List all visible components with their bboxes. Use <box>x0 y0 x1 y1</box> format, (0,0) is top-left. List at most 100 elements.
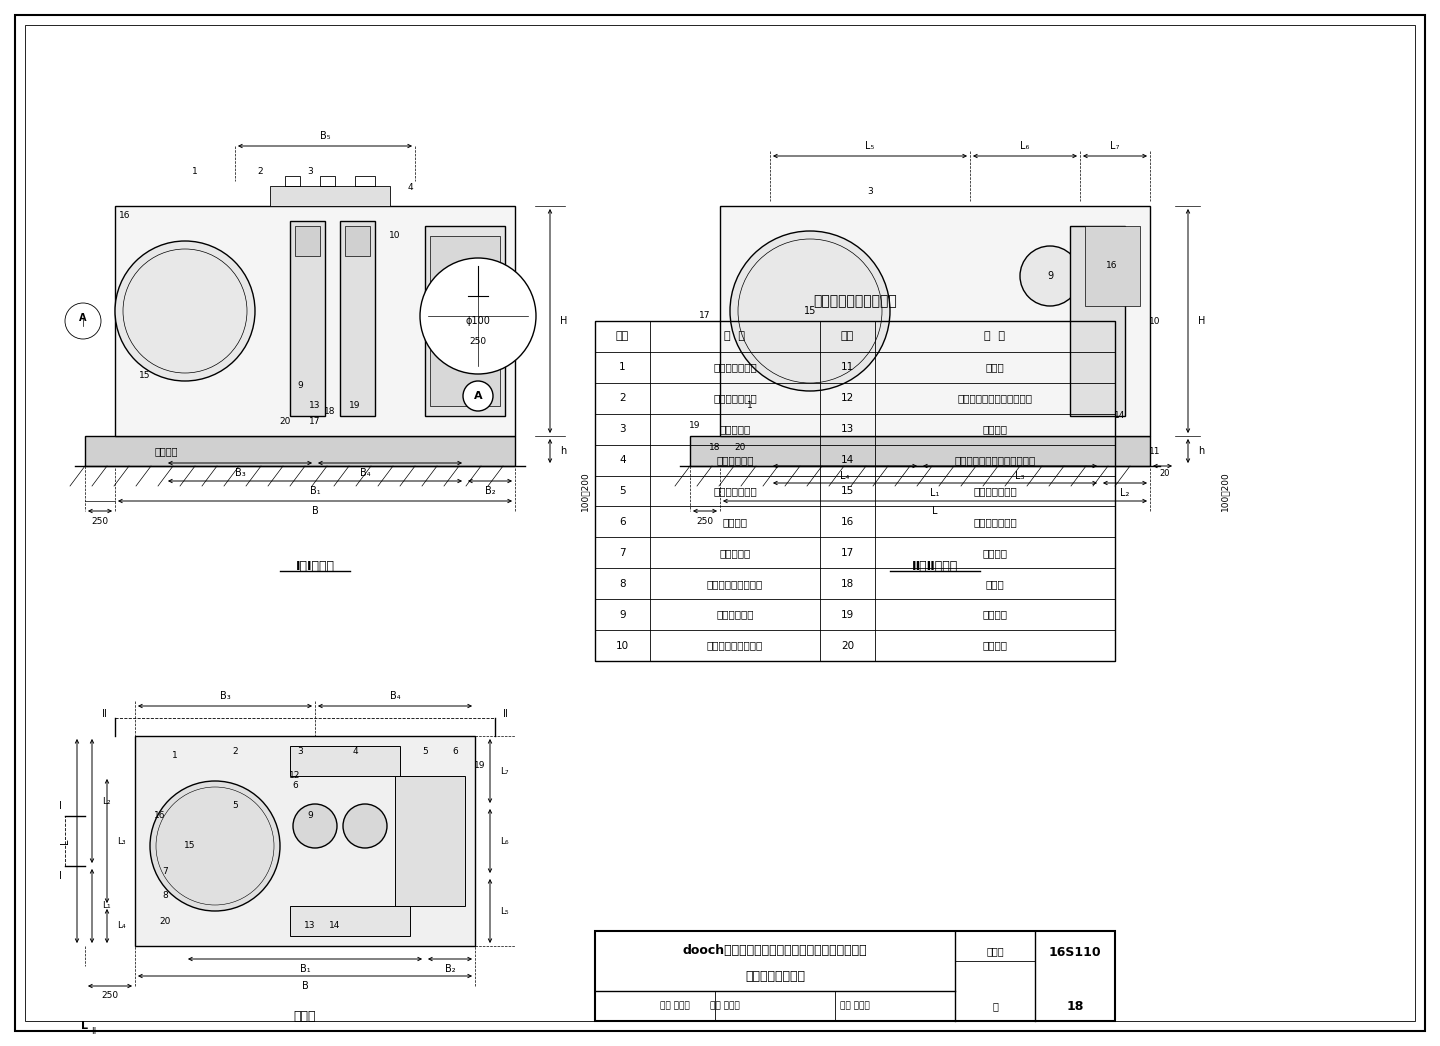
Text: B₃: B₃ <box>220 691 230 701</box>
Text: （一用一备泵组）: （一用一备泵组） <box>744 970 805 982</box>
Text: 17: 17 <box>700 312 711 320</box>
Text: 进水压力传感器: 进水压力传感器 <box>713 393 757 404</box>
Bar <box>340 221 374 416</box>
Circle shape <box>343 804 387 848</box>
Text: 图集号: 图集号 <box>986 946 1004 956</box>
Text: 设备部件及安装名称表: 设备部件及安装名称表 <box>814 294 897 308</box>
Text: 吸水总管: 吸水总管 <box>723 517 747 527</box>
Text: 13: 13 <box>841 425 854 434</box>
Text: 12: 12 <box>841 393 854 404</box>
Text: 10: 10 <box>1149 317 1161 325</box>
Bar <box>289 221 325 416</box>
Text: 18: 18 <box>1066 1000 1084 1013</box>
Text: B₁: B₁ <box>310 486 320 496</box>
Circle shape <box>292 804 337 848</box>
Text: 15: 15 <box>140 371 151 381</box>
Text: 16S110: 16S110 <box>1048 947 1102 959</box>
Text: 地脚螺栓: 地脚螺栓 <box>982 640 1008 651</box>
Text: 9: 9 <box>297 382 302 390</box>
Text: 17: 17 <box>310 416 321 426</box>
Text: 250: 250 <box>91 517 108 525</box>
Text: L₆: L₆ <box>1021 141 1030 151</box>
Text: B: B <box>301 981 308 991</box>
Text: 2: 2 <box>258 166 264 176</box>
Text: dooch系列罐式全变频叠压供水设备外形及安装图: dooch系列罐式全变频叠压供水设备外形及安装图 <box>683 945 867 957</box>
Text: L₄: L₄ <box>841 471 850 481</box>
Text: 8: 8 <box>619 578 626 589</box>
Text: 自动控制触摸屏: 自动控制触摸屏 <box>973 517 1017 527</box>
Text: 止回阀: 止回阀 <box>985 362 1004 372</box>
Text: 9: 9 <box>307 812 312 820</box>
Text: 20: 20 <box>1159 469 1171 478</box>
Bar <box>595 931 1115 1021</box>
Text: 2: 2 <box>232 747 238 755</box>
Text: L₁: L₁ <box>102 902 111 910</box>
Text: 250: 250 <box>469 337 487 345</box>
Text: 6: 6 <box>619 517 626 527</box>
Text: 19: 19 <box>474 761 485 771</box>
Text: L: L <box>60 838 71 844</box>
Text: 编号: 编号 <box>841 332 854 341</box>
Text: 出水压力传感器（带压力表）: 出水压力传感器（带压力表） <box>955 455 1035 465</box>
Text: 3: 3 <box>867 186 873 196</box>
Text: 立式多级水泵: 立式多级水泵 <box>716 610 753 619</box>
Text: Ⅰ: Ⅰ <box>59 871 62 881</box>
Text: 9: 9 <box>1047 271 1053 281</box>
Text: 平面图: 平面图 <box>294 1009 317 1023</box>
Text: 100～200: 100～200 <box>580 471 589 510</box>
Text: 5: 5 <box>232 801 238 811</box>
Text: 减振器: 减振器 <box>985 578 1004 589</box>
Text: 250: 250 <box>101 992 118 1001</box>
Text: 3: 3 <box>307 166 312 176</box>
Text: H: H <box>560 316 567 326</box>
Text: 15: 15 <box>804 306 816 316</box>
Text: 13: 13 <box>310 402 321 410</box>
Text: 16: 16 <box>120 211 131 221</box>
Text: 1: 1 <box>747 402 753 410</box>
Text: L: L <box>932 506 937 516</box>
Text: 20: 20 <box>841 640 854 651</box>
Text: L₄: L₄ <box>117 922 125 931</box>
Text: 设计 刘旭军: 设计 刘旭军 <box>840 1001 870 1010</box>
Text: 6: 6 <box>292 781 298 791</box>
Bar <box>1070 226 1125 416</box>
Text: 2: 2 <box>619 393 626 404</box>
Text: 审核 罗定元: 审核 罗定元 <box>660 1001 690 1010</box>
Bar <box>720 206 1151 436</box>
Text: 5: 5 <box>422 747 428 755</box>
Text: 可曲挠橡胶接头: 可曲挠橡胶接头 <box>713 486 757 496</box>
Text: L: L <box>82 1021 88 1031</box>
Text: B₅: B₅ <box>320 131 330 141</box>
Text: 设备基础: 设备基础 <box>982 610 1008 619</box>
Text: 18: 18 <box>324 407 336 415</box>
Text: 出水总管: 出水总管 <box>982 425 1008 434</box>
Text: 14: 14 <box>841 455 854 465</box>
Text: Ⅰ: Ⅰ <box>59 801 62 811</box>
Text: 12: 12 <box>289 772 301 780</box>
Text: 19: 19 <box>350 402 361 410</box>
Bar <box>690 436 1151 467</box>
Text: Ⅱ: Ⅱ <box>91 1027 95 1037</box>
Text: 4: 4 <box>408 183 413 192</box>
Text: 14: 14 <box>1115 411 1126 420</box>
Text: 16: 16 <box>841 517 854 527</box>
Text: 250: 250 <box>697 517 714 525</box>
Text: 15: 15 <box>841 486 854 496</box>
Text: 11: 11 <box>1149 447 1161 455</box>
Bar <box>85 436 516 467</box>
Text: 19: 19 <box>841 610 854 619</box>
Text: L₁: L₁ <box>930 488 940 498</box>
Text: 5: 5 <box>619 486 626 496</box>
Text: B₁: B₁ <box>300 964 310 974</box>
Text: 10: 10 <box>616 640 629 651</box>
Text: 18: 18 <box>841 578 854 589</box>
Text: 校对 沈月生: 校对 沈月生 <box>710 1001 740 1010</box>
Text: 15: 15 <box>184 841 196 850</box>
Text: L₂: L₂ <box>1120 488 1130 498</box>
Text: Ⅱ: Ⅱ <box>503 709 508 719</box>
Text: 吸水管阀门（球阀）: 吸水管阀门（球阀） <box>707 578 763 589</box>
Text: 16: 16 <box>154 812 166 820</box>
Text: H: H <box>1198 316 1205 326</box>
Text: 18: 18 <box>710 444 721 453</box>
Text: L₅: L₅ <box>865 141 874 151</box>
